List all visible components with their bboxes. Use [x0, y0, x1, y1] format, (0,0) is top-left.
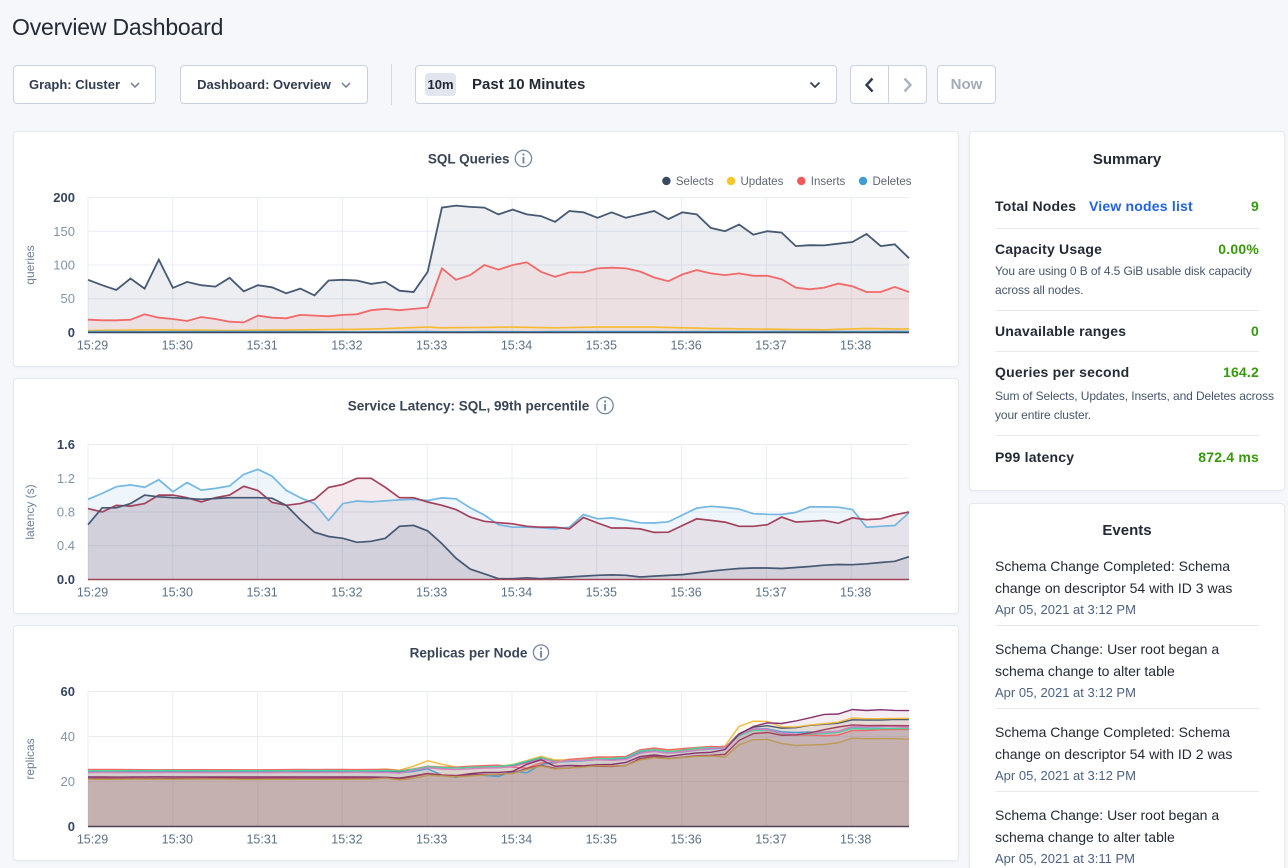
svg-text:Selects: Selects	[676, 176, 714, 188]
svg-text:1.6: 1.6	[57, 437, 75, 452]
svg-text:20: 20	[61, 774, 75, 789]
svg-text:latency (s): latency (s)	[23, 484, 37, 539]
svg-text:Replicas per Node: Replicas per Node	[410, 646, 528, 661]
svg-text:Inserts: Inserts	[811, 176, 846, 188]
svg-text:60: 60	[61, 684, 75, 699]
svg-text:0.8: 0.8	[57, 505, 75, 520]
svg-text:15:33: 15:33	[416, 586, 447, 600]
svg-text:15:38: 15:38	[840, 586, 871, 600]
svg-text:15:38: 15:38	[840, 339, 871, 353]
svg-text:0: 0	[68, 325, 75, 340]
svg-text:15:30: 15:30	[162, 339, 193, 353]
svg-text:15:38: 15:38	[840, 833, 871, 847]
svg-text:15:35: 15:35	[586, 339, 617, 353]
svg-text:0: 0	[68, 819, 75, 834]
svg-text:15:37: 15:37	[755, 339, 786, 353]
svg-text:15:32: 15:32	[331, 339, 362, 353]
svg-text:15:29: 15:29	[77, 833, 108, 847]
svg-text:100: 100	[53, 258, 75, 273]
svg-text:15:29: 15:29	[77, 339, 108, 353]
svg-text:15:36: 15:36	[670, 339, 701, 353]
svg-text:15:35: 15:35	[586, 586, 617, 600]
svg-text:replicas: replicas	[23, 738, 37, 779]
svg-text:Deletes: Deletes	[873, 176, 912, 188]
svg-text:15:29: 15:29	[77, 586, 108, 600]
svg-text:15:37: 15:37	[755, 586, 786, 600]
svg-text:1.2: 1.2	[57, 471, 75, 486]
svg-text:queries: queries	[23, 245, 37, 284]
svg-text:40: 40	[61, 729, 75, 744]
svg-text:15:37: 15:37	[755, 833, 786, 847]
svg-text:200: 200	[53, 190, 75, 205]
svg-text:Service Latency: SQL, 99th per: Service Latency: SQL, 99th percentile	[348, 399, 590, 414]
svg-text:15:35: 15:35	[586, 833, 617, 847]
svg-text:15:30: 15:30	[162, 586, 193, 600]
svg-text:15:32: 15:32	[331, 833, 362, 847]
svg-text:0.4: 0.4	[57, 538, 75, 553]
svg-text:15:34: 15:34	[501, 833, 532, 847]
svg-text:Updates: Updates	[741, 176, 784, 188]
svg-text:15:32: 15:32	[331, 586, 362, 600]
svg-text:15:34: 15:34	[501, 339, 532, 353]
svg-text:15:33: 15:33	[416, 339, 447, 353]
svg-text:SQL Queries: SQL Queries	[428, 152, 510, 167]
svg-text:15:31: 15:31	[246, 586, 277, 600]
svg-text:0.0: 0.0	[57, 572, 75, 587]
svg-text:15:34: 15:34	[501, 586, 532, 600]
svg-text:15:31: 15:31	[246, 833, 277, 847]
svg-text:15:36: 15:36	[670, 833, 701, 847]
svg-text:15:30: 15:30	[162, 833, 193, 847]
svg-text:15:36: 15:36	[670, 586, 701, 600]
svg-text:15:33: 15:33	[416, 833, 447, 847]
svg-text:15:31: 15:31	[246, 339, 277, 353]
svg-text:50: 50	[61, 291, 75, 306]
svg-text:150: 150	[53, 224, 75, 239]
